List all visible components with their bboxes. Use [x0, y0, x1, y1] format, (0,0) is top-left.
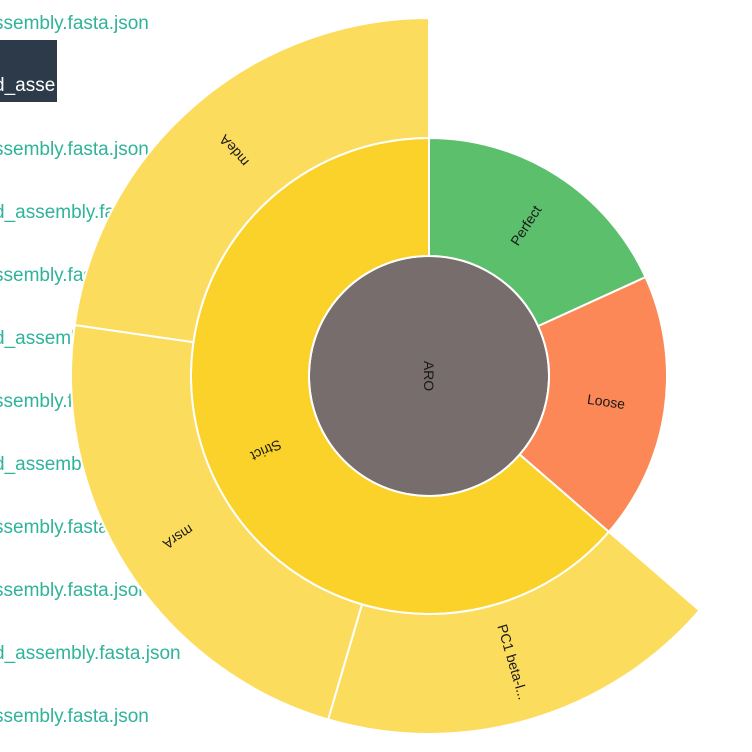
file-item[interactable]: ssembly.fasta.json: [0, 706, 149, 727]
file-item[interactable]: d_assembly.fasta.json: [0, 643, 181, 664]
segment-loose[interactable]: [518, 275, 668, 534]
file-item[interactable]: ssembly.fasta.json: [0, 13, 149, 34]
file-item[interactable]: ssembly.fasta.json: [0, 580, 149, 601]
segment-mdea[interactable]: [73, 16, 430, 344]
segment-msra[interactable]: [70, 323, 364, 721]
segment-root-aro[interactable]: [308, 255, 550, 497]
file-item[interactable]: ssembly.fasta.json: [0, 139, 149, 160]
file-item-selected[interactable]: d_asse: [0, 40, 57, 102]
segment-perfect[interactable]: [428, 136, 647, 328]
